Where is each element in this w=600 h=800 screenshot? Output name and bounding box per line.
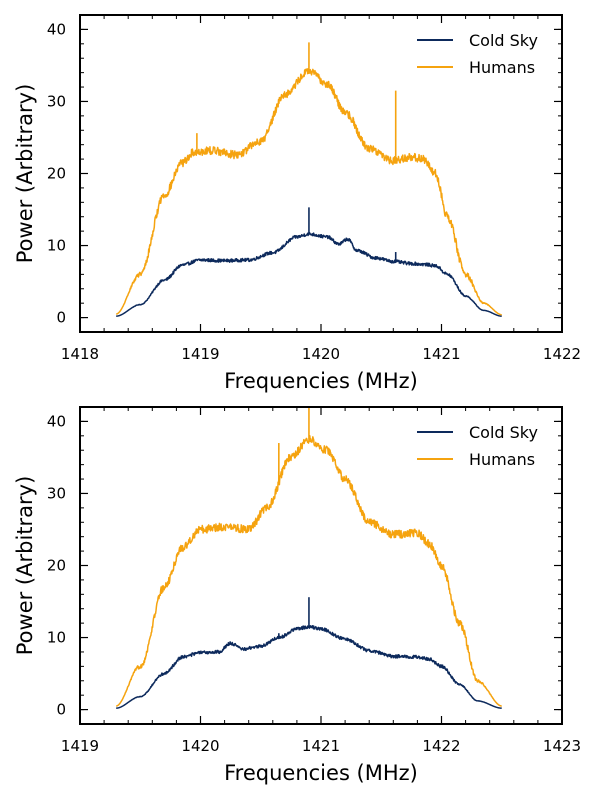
top-chart-panel: 1418 1419 1420 1421 1422 0 10 20 30 40 Frequencies… bbox=[13, 14, 581, 393]
humans-line bbox=[115, 435, 503, 707]
y-tick-label: 20 bbox=[47, 557, 66, 575]
x-tick-label: 1420 bbox=[302, 345, 340, 363]
legend-label-cold-sky: Cold Sky bbox=[469, 31, 538, 50]
x-tick-label: 1421 bbox=[302, 737, 340, 755]
humans-line bbox=[115, 68, 503, 316]
x-axis-label: Frequencies (MHz) bbox=[224, 761, 418, 785]
y-tick-label: 30 bbox=[47, 484, 66, 502]
x-tick-label: 1421 bbox=[422, 345, 460, 363]
legend-label-humans: Humans bbox=[469, 58, 535, 77]
y-axis-label: Power (Arbitrary) bbox=[13, 84, 37, 264]
y-tick-label: 20 bbox=[47, 165, 66, 183]
y-tick-label: 0 bbox=[56, 309, 66, 327]
cold-sky-line bbox=[115, 625, 503, 709]
y-tick-label: 40 bbox=[47, 20, 66, 38]
cold-sky-line bbox=[115, 231, 503, 317]
x-tick-label: 1420 bbox=[181, 737, 219, 755]
legend-label-humans: Humans bbox=[469, 450, 535, 469]
y-tick-label: 10 bbox=[47, 629, 66, 647]
legend: Cold Sky Humans bbox=[417, 423, 538, 469]
y-tick-label: 0 bbox=[56, 701, 66, 719]
x-tick-label: 1422 bbox=[543, 345, 581, 363]
y-axis-label: Power (Arbitrary) bbox=[13, 476, 37, 656]
x-tick-label: 1419 bbox=[61, 737, 99, 755]
y-tick-label: 40 bbox=[47, 412, 66, 430]
x-axis-label: Frequencies (MHz) bbox=[224, 369, 418, 393]
x-tick-label: 1423 bbox=[543, 737, 581, 755]
legend-label-cold-sky: Cold Sky bbox=[469, 423, 538, 442]
legend: Cold Sky Humans bbox=[417, 31, 538, 77]
x-tick-label: 1422 bbox=[422, 737, 460, 755]
x-tick-label: 1418 bbox=[61, 345, 99, 363]
y-tick-label: 30 bbox=[47, 92, 66, 110]
bottom-chart-panel: 1419 1420 1421 1422 1423 0 10 20 30 40 Frequencies… bbox=[13, 406, 581, 785]
y-tick-label: 10 bbox=[47, 237, 66, 255]
x-tick-label: 1419 bbox=[181, 345, 219, 363]
